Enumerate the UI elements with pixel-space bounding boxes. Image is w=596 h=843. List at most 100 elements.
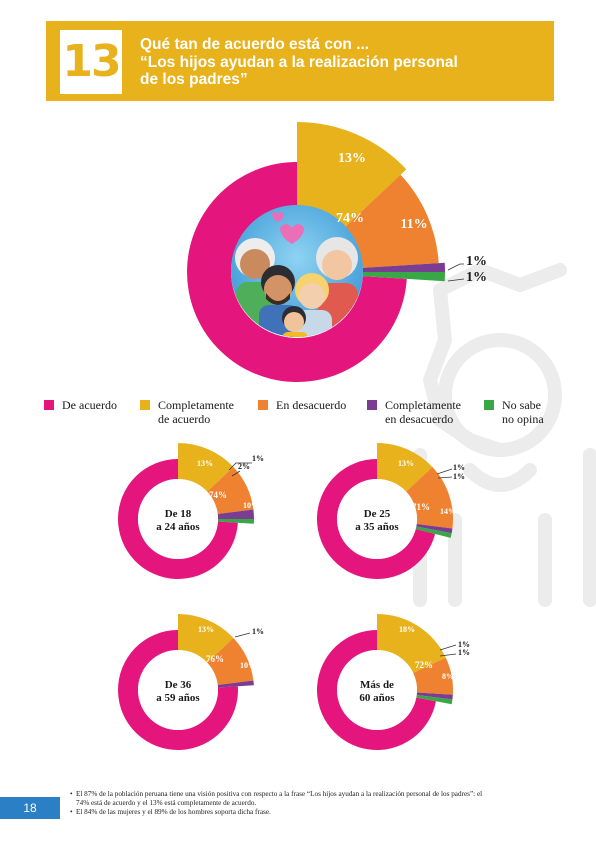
data-label-completamente-de-acuerdo: 13% [198, 625, 214, 634]
data-label-completamente-en-desacuerdo: 1% [458, 640, 470, 649]
donut-center-title: Más de [360, 679, 394, 691]
legend-label: De acuerdo [62, 398, 117, 412]
slice-en-desacuerdo [413, 657, 454, 695]
data-label-en-desacuerdo: 8% [442, 672, 454, 681]
leader-line [447, 278, 465, 282]
data-label-en-desacuerdo: 14% [440, 507, 456, 516]
slice-completamente-en-desacuerdo [217, 509, 254, 519]
slice-en-desacuerdo [345, 174, 439, 268]
slice-completamente-de-acuerdo [297, 122, 407, 227]
donut-de-25-a-35-anos: 71% 13% 14% 1%1% De 25a 35 años [317, 443, 465, 579]
data-label-de-acuerdo: 71% [412, 502, 430, 512]
legend-swatch [44, 400, 54, 410]
slice-de-acuerdo [118, 459, 238, 580]
legend-swatch [367, 400, 377, 410]
leader-line [439, 653, 457, 657]
legend-item-completamente-de-acuerdo: Completamente de acuerdo [140, 398, 234, 426]
leader-line [228, 462, 252, 471]
legend-label: En desacuerdo [276, 398, 347, 412]
data-label-no-sabe-no-opina: 1% [458, 648, 470, 657]
donut-hole [337, 650, 417, 730]
question-number: 13 [62, 36, 121, 87]
data-label-en-desacuerdo: 11% [400, 217, 427, 232]
donut-hole [337, 479, 417, 559]
question-title: Qué tan de acuerdo está con ... “Los hij… [140, 36, 540, 89]
slice-no-sabe-no-opina [217, 519, 254, 524]
slice-completamente-de-acuerdo [178, 614, 234, 663]
heart-icon [280, 224, 304, 244]
data-label-no-sabe-no-opina: 1% [466, 270, 487, 285]
legend-swatch [484, 400, 494, 410]
slice-en-desacuerdo [207, 466, 254, 514]
legend-label: Completamente en desacuerdo [385, 398, 461, 426]
legend-item-de-acuerdo: De acuerdo [44, 398, 117, 412]
slice-completamente-en-desacuerdo [416, 524, 453, 534]
page-number: 18 [0, 797, 60, 819]
data-label-en-desacuerdo: 10% [243, 501, 259, 510]
data-label-completamente-en-desacuerdo: 1% [453, 463, 465, 472]
donut-de-36-a-59-anos: 76% 13% 10% 1% De 36a 59 años [118, 614, 264, 750]
main-donut-chart: 74% 13% 11% 1%1% [187, 122, 487, 382]
donut-center-title: De 36 [165, 679, 192, 691]
donut-center-subtitle: a 35 años [355, 521, 399, 533]
data-label-completamente-de-acuerdo: 13% [398, 459, 414, 468]
age-group-donut-charts: 74%13%10%2%1%De 18a 24 años71%13%14%1%1%… [118, 443, 470, 751]
slice-en-desacuerdo [207, 637, 254, 685]
question-title-line-1: Qué tan de acuerdo está con ... [140, 36, 370, 53]
slice-completamente-en-desacuerdo [217, 680, 254, 688]
legend-item-no-sabe-no-opina: No sabe no opina [484, 398, 544, 426]
data-label-no-sabe-no-opina: 1% [453, 472, 465, 481]
slice-completamente-en-desacuerdo [416, 692, 453, 700]
question-number-box [60, 30, 122, 94]
slice-de-acuerdo [187, 162, 407, 382]
data-label-completamente-en-desacuerdo: 1% [252, 627, 264, 636]
slice-en-desacuerdo [406, 466, 453, 529]
legend-item-en-desacuerdo: En desacuerdo [258, 398, 346, 412]
data-label-completamente-en-desacuerdo: 1% [466, 254, 487, 269]
slice-no-sabe-no-opina [416, 695, 453, 705]
slice-no-sabe-no-opina [415, 526, 452, 538]
slice-de-acuerdo [118, 630, 238, 750]
leader-line [439, 644, 457, 651]
chart-legend: De acuerdo Completamente de acuerdo En de… [0, 398, 596, 438]
question-title-line-2: “Los hijos ayudan a la realización perso… [140, 53, 458, 71]
slice-completamente-de-acuerdo [377, 443, 433, 492]
leader-line [234, 632, 251, 638]
legend-label: Completamente de acuerdo [158, 398, 234, 426]
header-banner [46, 21, 554, 101]
data-label-en-desacuerdo: 10% [240, 661, 256, 670]
leader-line [231, 470, 241, 477]
data-label-no-sabe-no-opina: 1% [252, 454, 264, 463]
slice-de-acuerdo [316, 630, 436, 751]
leader-line [436, 468, 453, 475]
legend-swatch [140, 400, 150, 410]
donut-center-title: De 18 [165, 508, 192, 520]
heart-icon [272, 212, 284, 222]
question-title-line-3: de los padres” [140, 71, 248, 88]
leader-line [447, 263, 464, 271]
data-label-de-acuerdo: 74% [209, 490, 227, 500]
legend-item-completamente-en-desacuerdo: Completamente en desacuerdo [367, 398, 461, 426]
data-label-completamente-de-acuerdo: 18% [399, 625, 415, 634]
footnote-2: El 84% de las mujeres y el 89% de los ho… [70, 808, 490, 817]
slice-de-acuerdo [317, 459, 436, 579]
slice-completamente-de-acuerdo [178, 443, 234, 492]
data-label-completamente-de-acuerdo: 13% [197, 459, 213, 468]
slice-completamente-en-desacuerdo [362, 262, 445, 272]
donut-de-18-a-24-anos: 74% 13% 10% 2%1% De 18a 24 años [118, 443, 264, 580]
donut-hole [138, 650, 218, 730]
donut-center-subtitle: a 59 años [156, 692, 200, 704]
data-label-completamente-de-acuerdo: 13% [338, 151, 366, 166]
footnotes: El 87% de la población peruana tiene una… [70, 790, 490, 818]
data-label-de-acuerdo: 72% [415, 660, 433, 670]
legend-swatch [258, 400, 268, 410]
data-label-de-acuerdo: 76% [206, 654, 224, 664]
donut-hole [138, 479, 218, 559]
legend-label: No sabe no opina [502, 398, 544, 426]
data-label-de-acuerdo: 74% [336, 211, 364, 226]
slice-no-sabe-no-opina [362, 272, 445, 282]
leader-line [437, 476, 453, 479]
donut-center-title: De 25 [364, 508, 391, 520]
